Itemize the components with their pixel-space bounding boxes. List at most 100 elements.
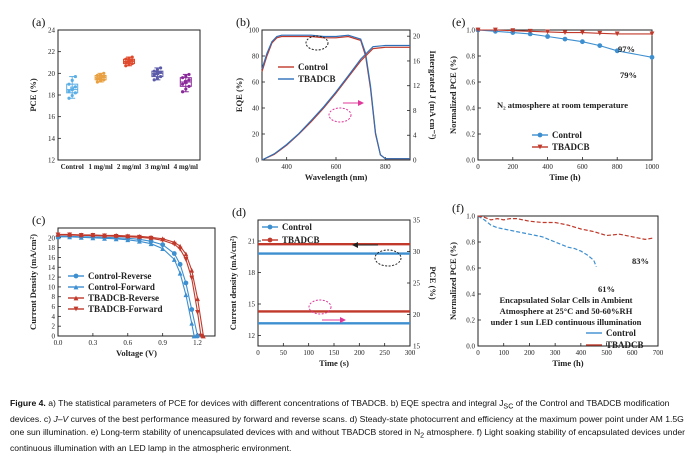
right-y-tick-label: 35 — [413, 217, 421, 225]
data-point — [124, 57, 128, 61]
legend-marker — [267, 224, 273, 230]
data-point — [181, 90, 185, 94]
data-point — [177, 246, 183, 252]
right-y-tick-label: 12 — [413, 82, 421, 90]
data-point — [597, 43, 603, 48]
data-point — [125, 237, 131, 243]
data-point — [90, 235, 96, 241]
x-tick-label: 100 — [498, 349, 509, 357]
legend-label: Control — [298, 62, 328, 72]
x-category-label: 4 mg/ml — [174, 163, 198, 171]
y-tick-label: 12 — [48, 274, 56, 282]
y-tick-label: 2 — [52, 323, 56, 331]
panel-label: (f) — [452, 201, 464, 215]
series-line — [478, 29, 652, 35]
data-point — [78, 232, 84, 238]
plot-frame — [261, 29, 411, 161]
y-tick-label: 10 — [48, 283, 56, 291]
right-y-tick-label: 8 — [413, 107, 417, 115]
legend-label: TBADCB — [298, 74, 336, 84]
plot-frame — [57, 29, 201, 161]
data-point — [95, 73, 99, 78]
panel-e-n2-stability: 0 200 400 600 800 1000 0.0 0.2 0.4 0.6 0.8 1.0 Time … — [448, 15, 660, 182]
data-point — [124, 64, 128, 68]
data-point — [614, 48, 620, 54]
legend-marker — [73, 295, 79, 301]
box-iqr — [66, 83, 79, 94]
legend-label: Control — [552, 130, 582, 140]
data-point — [184, 80, 188, 84]
data-point — [67, 82, 71, 86]
data-point — [187, 78, 191, 82]
data-point — [171, 251, 177, 256]
data-point — [127, 56, 131, 60]
right-y-tick-label: 20 — [413, 311, 421, 319]
legend-marker — [267, 237, 273, 243]
x-tick-label: 0 — [476, 163, 480, 171]
data-point — [187, 84, 191, 88]
data-point — [130, 58, 134, 62]
data-point — [137, 234, 142, 240]
data-point — [183, 251, 189, 257]
panel-label: (e) — [452, 15, 465, 29]
plot-frame — [477, 215, 659, 347]
y-tick-label: 0.0 — [466, 157, 475, 165]
legend-marker — [73, 306, 79, 312]
series-line — [477, 215, 597, 267]
x-tick-label: 400 — [542, 163, 553, 171]
data-point — [137, 238, 142, 244]
y-tick-label: 0.2 — [466, 317, 475, 325]
data-point — [189, 267, 195, 273]
x-tick-label: 0.3 — [89, 339, 98, 347]
end-value-label: 83% — [632, 256, 649, 266]
y-tick-label: 18 — [48, 244, 56, 252]
data-point — [99, 76, 103, 80]
data-point — [127, 59, 131, 64]
legend-marker — [537, 132, 543, 138]
data-point — [113, 236, 119, 242]
data-point — [614, 31, 620, 37]
data-point — [130, 55, 134, 59]
legend-label: TBADCB — [606, 340, 644, 350]
x-tick-label: 600 — [627, 349, 638, 357]
data-point — [187, 72, 191, 77]
data-point — [184, 87, 188, 91]
y-tick-label: 20 — [48, 234, 56, 242]
data-point — [95, 77, 99, 81]
highlight-ellipse-eqe — [305, 35, 329, 51]
data-point — [649, 31, 655, 37]
data-point — [160, 237, 166, 243]
data-point — [70, 78, 74, 82]
y-axis-label: PCE (%) — [28, 78, 38, 111]
data-point — [183, 257, 189, 262]
y-axis-label: Current density (mA/cm²) — [228, 236, 238, 331]
panel-label: (a) — [32, 15, 45, 29]
y-tick-label: 20 — [48, 70, 56, 78]
y-tick-label: 22 — [48, 48, 56, 56]
x-tick-label: 700 — [653, 349, 664, 357]
highlight-ellipse-jsc — [328, 107, 352, 123]
y-tick-label: 16 — [48, 113, 56, 121]
right-y-tick-label: 0 — [413, 157, 417, 165]
data-point — [475, 27, 481, 33]
y-tick-label: 20 — [252, 131, 260, 139]
x-tick-label: 400 — [576, 349, 587, 357]
annotation-text: Encapsulated Solar Cells in Ambient — [499, 295, 632, 305]
data-point — [67, 96, 71, 100]
data-point — [562, 36, 568, 42]
y-tick-label: 0.0 — [466, 343, 475, 351]
end-value-label: 61% — [598, 284, 615, 294]
legend-label: TBADCB-Reverse — [88, 293, 159, 303]
x-axis-label: Voltage (V) — [116, 348, 157, 358]
y-axis-label: EQE (%) — [234, 78, 244, 112]
series-line — [261, 44, 410, 161]
data-point — [148, 235, 154, 241]
panel-f-light-soaking: 0 100 200 300 400 500 600 700 0.0 0.2 0.4 0.6 0.8 1.0… — [448, 201, 664, 368]
series-line — [261, 46, 410, 161]
y-tick-label: 1.0 — [466, 213, 475, 221]
x-tick-label: 0 — [476, 349, 480, 357]
legend-marker — [537, 144, 543, 150]
